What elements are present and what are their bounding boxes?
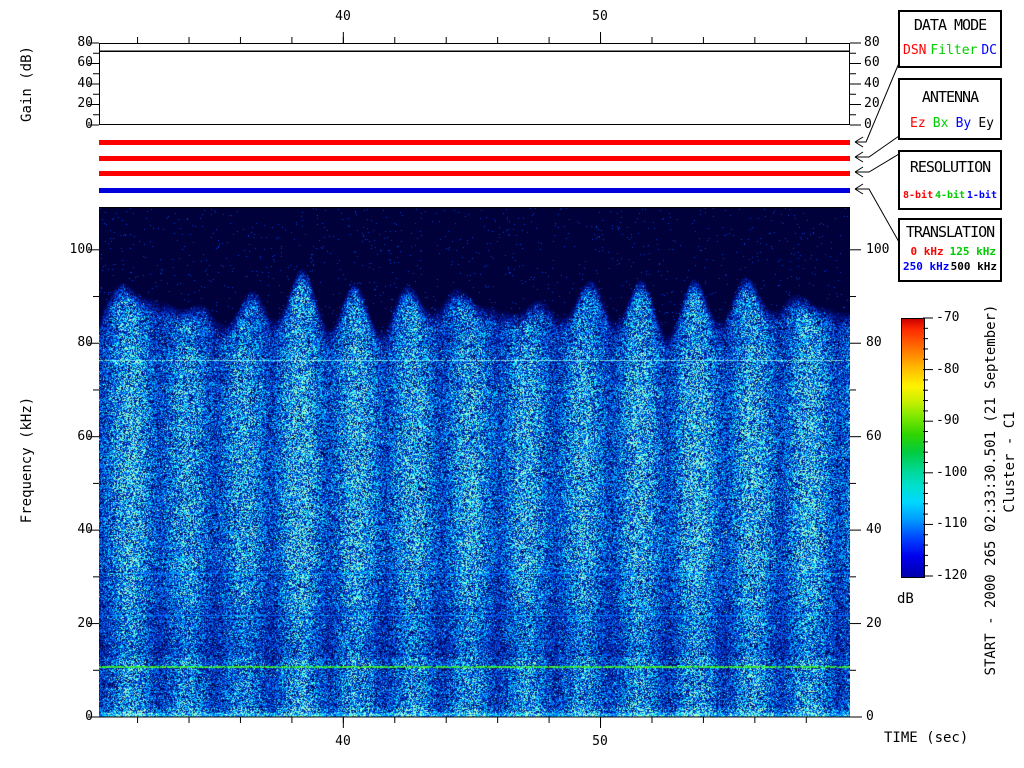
freq-tick-left: 20 (77, 616, 93, 631)
gain-tick-left: 40 (77, 76, 93, 91)
gain-tick-right: 20 (864, 96, 880, 111)
colorbar-tick: -80 (936, 362, 960, 377)
freq-tick-right: 20 (866, 616, 882, 631)
freq-tick-left: 100 (69, 242, 93, 257)
gain-tick-left: 20 (77, 96, 93, 111)
option-dsn: DSN (903, 43, 927, 58)
freq-tick-right: 100 (866, 242, 890, 257)
panel-translation: TRANSLATION 0 kHz 125 kHz 250 kHz 500 kH… (898, 218, 1002, 282)
top-time-tick-40: 40 (335, 9, 351, 24)
freq-tick-left: 80 (77, 335, 93, 350)
gain-tick-right: 0 (864, 117, 872, 132)
option-ez: Ez (910, 116, 926, 131)
panel-title: DATA MODE (913, 16, 987, 34)
panel-title: ANTENNA (921, 88, 979, 106)
status-bar-resolution (99, 171, 850, 176)
option-125khz: 125 kHz (949, 245, 996, 258)
gain-plot-frame (99, 43, 850, 125)
status-bar-data-mode (99, 140, 850, 145)
gain-axis-label: Gain (dB) (19, 46, 35, 122)
option-filter: Filter (930, 43, 978, 58)
colorbar-tick: -70 (936, 310, 960, 325)
db-unit-label: dB (897, 591, 914, 607)
freq-tick-right: 0 (866, 709, 874, 724)
option-500khz: 500 kHz (950, 260, 997, 273)
gain-tick-left: 60 (77, 55, 93, 70)
freq-axis-label: Frequency (kHz) (19, 396, 35, 524)
panel-data-mode: DATA MODE DSN Filter DC (898, 10, 1002, 68)
colorbar-tick: -100 (936, 465, 968, 480)
panel-title: RESOLUTION (909, 158, 991, 176)
colorbar-tick: -110 (936, 516, 968, 531)
status-bar-translation (99, 188, 850, 193)
start-time-label: START - 2000 265 02:33:30.501 (21 Septem… (983, 304, 999, 676)
option-4bit: 4-bit (934, 190, 966, 201)
connector-arrow-translation (854, 183, 900, 243)
gain-tick-left: 80 (77, 35, 93, 50)
option-0khz: 0 kHz (910, 245, 944, 258)
option-dc: DC (981, 43, 997, 58)
panel-antenna: ANTENNA Ez Bx By Ey (898, 78, 1002, 140)
freq-tick-right: 60 (866, 429, 882, 444)
option-bx: Bx (932, 116, 949, 131)
time-axis-label: TIME (sec) (884, 730, 969, 746)
freq-tick-right: 40 (866, 522, 882, 537)
bottom-time-tick-50: 50 (592, 734, 608, 749)
freq-tick-right: 80 (866, 335, 882, 350)
connector-arrow-resolution (854, 153, 900, 178)
connector-arrow-antenna (854, 135, 900, 163)
colorbar-tick: -120 (936, 568, 968, 583)
gain-tick-right: 80 (864, 35, 880, 50)
option-250khz: 250 kHz (903, 260, 950, 273)
spectrogram-canvas (99, 207, 850, 717)
option-ey: Ey (978, 116, 994, 131)
gain-tick-right: 60 (864, 55, 880, 70)
freq-tick-left: 0 (85, 709, 93, 724)
bottom-time-tick-40: 40 (335, 734, 351, 749)
spacecraft-label: Cluster - C1 (1002, 411, 1018, 513)
colorbar-tick: -90 (936, 413, 960, 428)
panel-resolution: RESOLUTION 8-bit 4-bit 1-bit (898, 150, 1002, 210)
gain-tick-right: 40 (864, 76, 880, 91)
option-1bit: 1-bit (966, 190, 997, 201)
top-time-tick-50: 50 (592, 9, 608, 24)
freq-tick-left: 60 (77, 429, 93, 444)
colorbar-gradient (901, 318, 925, 578)
option-by: By (955, 116, 972, 131)
gain-tick-left: 0 (85, 117, 93, 132)
panel-title: TRANSLATION (905, 223, 995, 241)
status-bar-antenna (99, 156, 850, 161)
freq-tick-left: 40 (77, 522, 93, 537)
option-8bit: 8-bit (903, 190, 934, 201)
